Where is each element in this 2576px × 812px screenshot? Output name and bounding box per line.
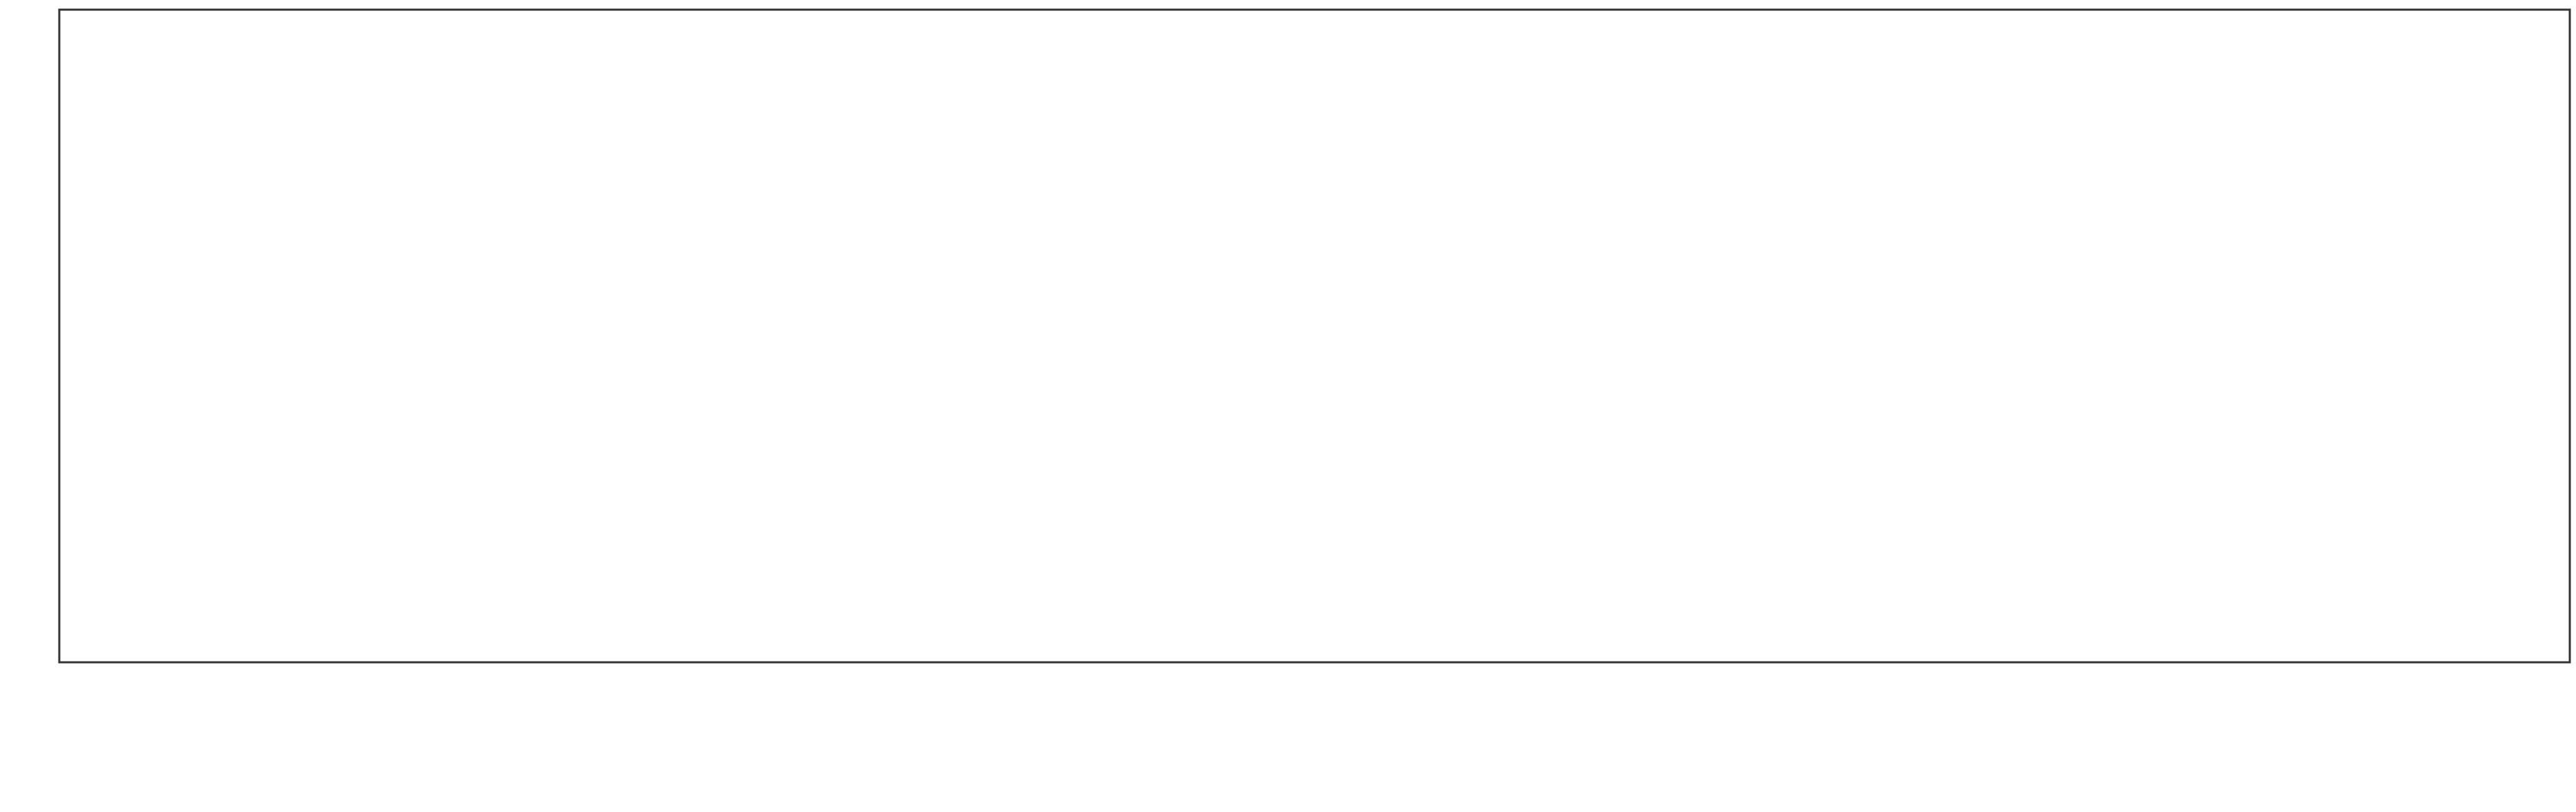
plot-frame: [58, 8, 2571, 664]
